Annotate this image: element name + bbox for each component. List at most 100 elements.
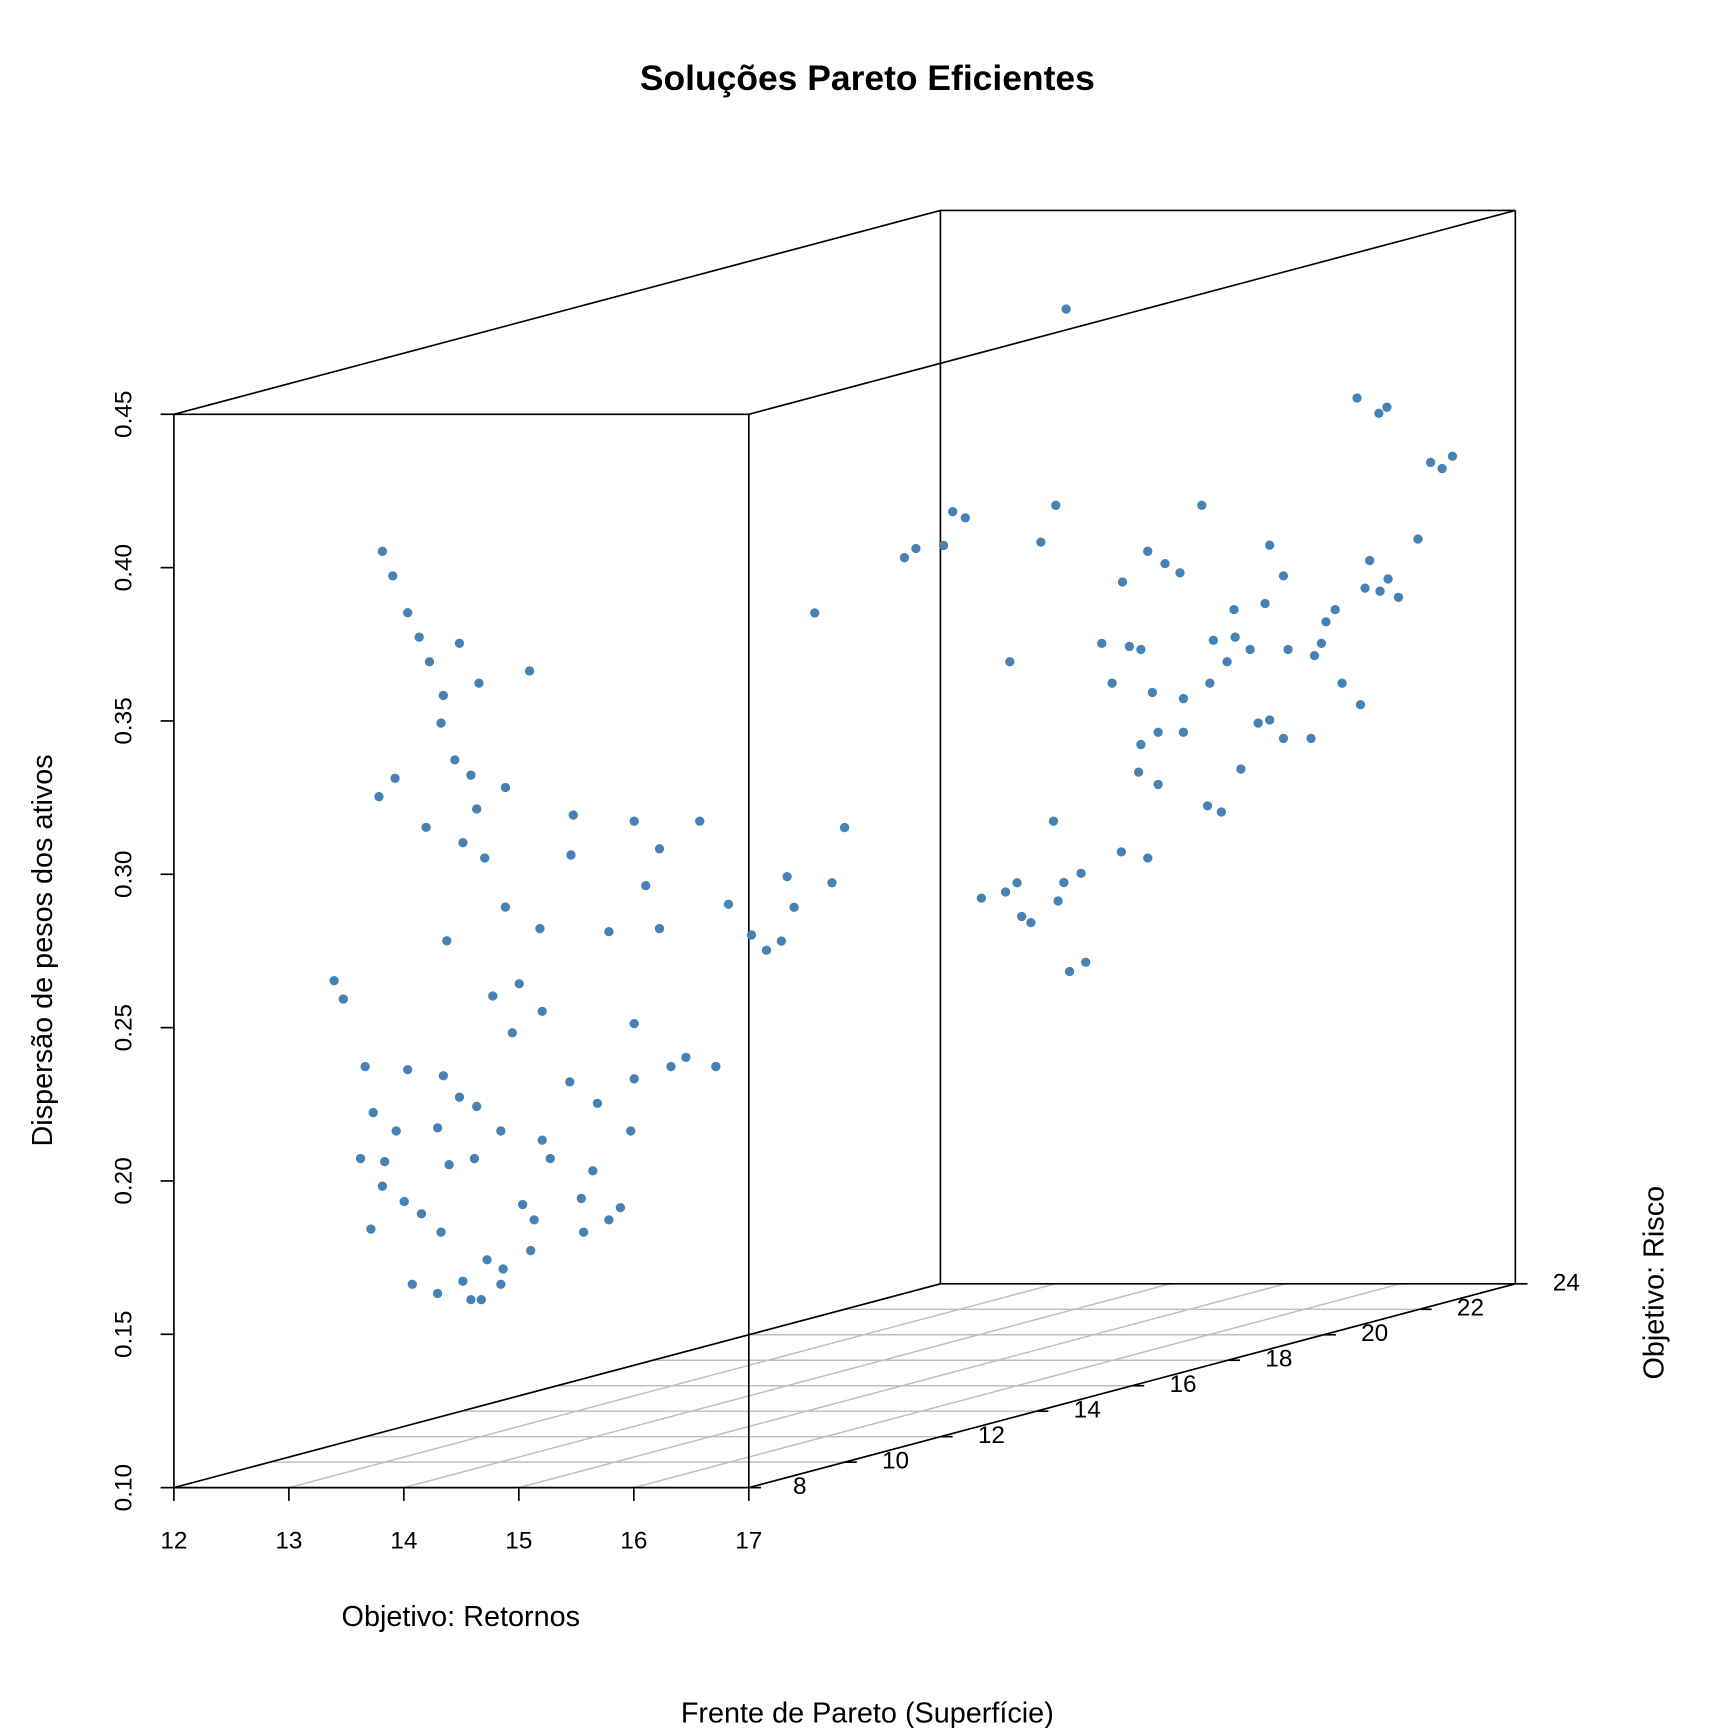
point (911, 543, 921, 554)
point (1236, 764, 1246, 774)
point (789, 902, 799, 912)
point (524, 666, 535, 676)
point (1265, 540, 1275, 550)
z-tick-label: 0.15 (111, 1311, 138, 1358)
point (1382, 402, 1392, 412)
point (436, 718, 446, 728)
point (654, 923, 665, 934)
box (173, 209, 1517, 1489)
box-edge (173, 209, 941, 416)
point (474, 678, 484, 688)
point (1216, 807, 1227, 817)
point (568, 810, 578, 820)
point (1143, 546, 1153, 556)
axes: 12 13 14 15 16 17 0.10 0.15 0.20 0.25 0.30 0.35 0.40… (111, 391, 1580, 1555)
point (761, 945, 772, 955)
point (432, 1123, 443, 1133)
point (480, 853, 490, 863)
point (377, 546, 388, 556)
point (1253, 718, 1263, 728)
point (604, 1215, 614, 1225)
y-tick-label: 16 (1169, 1371, 1196, 1398)
point (1205, 678, 1215, 688)
point (1000, 887, 1011, 897)
point (1245, 644, 1255, 655)
point (454, 1092, 465, 1102)
point (355, 1153, 366, 1164)
y-tick-label: 22 (1457, 1295, 1484, 1322)
point (1309, 650, 1320, 661)
point (1017, 911, 1027, 922)
z-tick-label: 0.20 (111, 1157, 138, 1204)
point (1136, 644, 1146, 655)
point (472, 1101, 482, 1112)
grid-line (288, 1283, 1056, 1489)
point (496, 1279, 506, 1289)
z-tick-label: 0.25 (111, 1004, 138, 1051)
point (391, 1126, 401, 1136)
point (1064, 966, 1075, 977)
point (1375, 586, 1385, 596)
point (1330, 604, 1340, 615)
point (498, 1264, 508, 1274)
point (592, 1098, 603, 1108)
point (1222, 657, 1232, 667)
point (1447, 451, 1458, 461)
y-tick-label: 24 (1553, 1269, 1580, 1296)
point (472, 804, 482, 814)
x-tick-label: 12 (160, 1527, 187, 1554)
grid-line (403, 1283, 1171, 1489)
point (782, 871, 792, 882)
point (1355, 700, 1366, 710)
x-axis-label: Objetivo: Retornos (342, 1601, 580, 1633)
point (1143, 853, 1153, 863)
point (1208, 635, 1218, 645)
point (810, 608, 820, 618)
x-tick-label: 16 (620, 1527, 647, 1554)
point (723, 899, 734, 909)
point (1153, 779, 1163, 790)
point (338, 994, 348, 1004)
z-tick-label: 0.40 (111, 544, 138, 591)
chart-title: Soluções Pareto Eficientes (640, 58, 1095, 98)
point (496, 1126, 506, 1136)
point (407, 1279, 417, 1289)
x-tick-label: 17 (735, 1527, 762, 1554)
point (626, 1126, 636, 1136)
point (1306, 733, 1316, 744)
point (1081, 957, 1091, 967)
point (1360, 583, 1370, 593)
point (458, 838, 468, 848)
point (444, 1160, 454, 1170)
y-tick-label: 14 (1074, 1397, 1101, 1424)
point (1230, 632, 1240, 642)
y-tick-label: 18 (1265, 1346, 1292, 1373)
y-tick-label: 8 (793, 1473, 807, 1500)
point (537, 1135, 547, 1145)
point (403, 608, 413, 618)
point (629, 1018, 639, 1029)
x-tick-label: 15 (505, 1527, 532, 1554)
point (1097, 638, 1107, 648)
point (1116, 847, 1126, 857)
point (432, 1288, 443, 1299)
point (1153, 727, 1163, 737)
point (827, 878, 837, 888)
point (403, 1064, 413, 1075)
point (1260, 598, 1270, 609)
point (578, 1227, 589, 1237)
z-tick-label: 0.30 (111, 851, 138, 898)
point (368, 1107, 378, 1118)
point (518, 1199, 528, 1210)
point (1061, 304, 1071, 314)
point (466, 770, 476, 780)
point (1133, 767, 1144, 777)
point (1383, 574, 1393, 584)
x-tick-label: 13 (275, 1527, 302, 1554)
point (537, 1006, 547, 1016)
point (1374, 408, 1384, 418)
grid (173, 1283, 1516, 1489)
z-tick-label: 0.10 (111, 1464, 138, 1511)
